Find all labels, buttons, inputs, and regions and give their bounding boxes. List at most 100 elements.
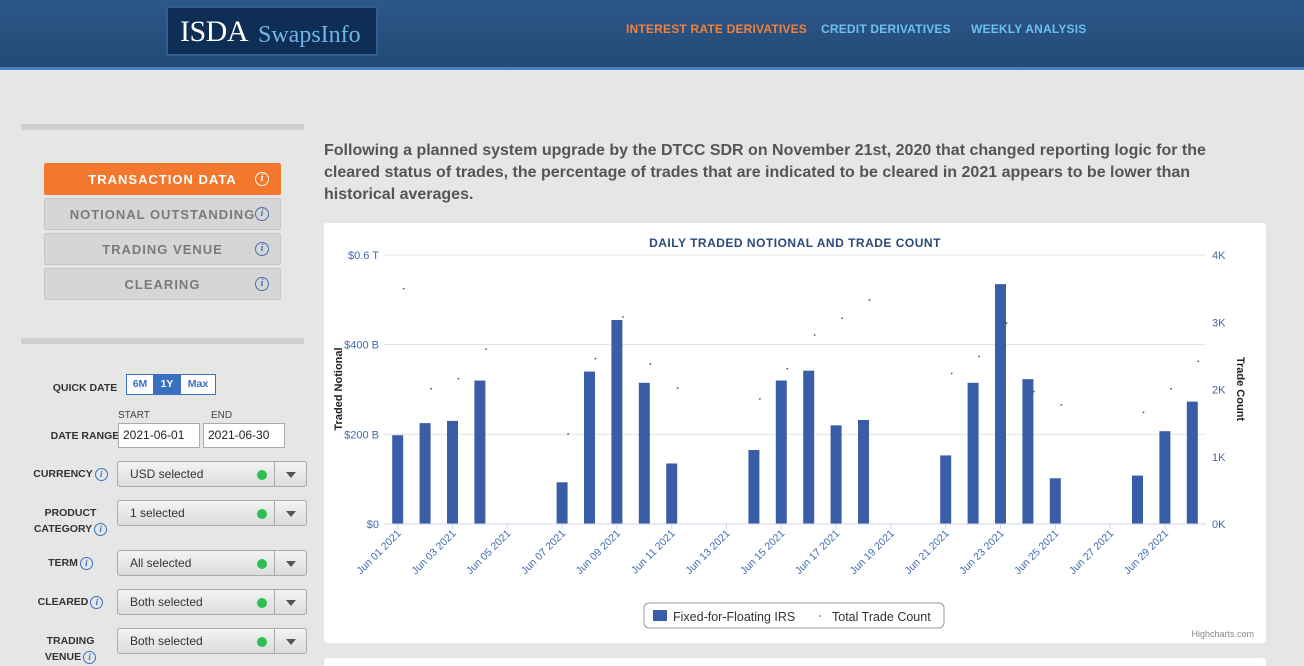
point-trade-count[interactable]	[1142, 411, 1145, 414]
nav-weekly-analysis[interactable]: WEEKLY ANALYSIS	[971, 22, 1087, 36]
bar-irs[interactable]	[1186, 401, 1198, 524]
end-date-input[interactable]: 2021-06-30	[203, 423, 285, 448]
quick-date-1y[interactable]: 1Y	[153, 374, 181, 395]
point-trade-count[interactable]	[594, 357, 597, 360]
chevron-down-icon[interactable]	[274, 462, 306, 486]
bar-irs[interactable]	[830, 425, 842, 524]
bar-irs[interactable]	[611, 320, 623, 524]
point-trade-count[interactable]	[457, 377, 460, 380]
cleared-label: CLEARED i	[24, 594, 117, 610]
term-dropdown[interactable]: All selected	[117, 550, 307, 576]
currency-label: CURRENCY i	[24, 466, 117, 482]
legend-label-trade-count[interactable]: Total Trade Count	[832, 610, 931, 624]
x-tick-label: Jun 19 2021	[848, 528, 897, 577]
bar-irs[interactable]	[775, 380, 787, 524]
point-trade-count[interactable]	[676, 387, 679, 390]
point-trade-count[interactable]	[430, 387, 432, 390]
legend-swatch-irs[interactable]	[653, 610, 667, 621]
bar-irs[interactable]	[584, 371, 595, 524]
chevron-down-icon[interactable]	[274, 551, 306, 575]
point-trade-count[interactable]	[1005, 322, 1008, 324]
point-trade-count[interactable]	[567, 432, 569, 435]
bar-irs[interactable]	[803, 370, 815, 524]
sidebar-button-transaction-data[interactable]: TRANSACTION DATA i	[44, 163, 281, 195]
point-trade-count[interactable]	[786, 367, 789, 370]
bar-irs[interactable]	[447, 420, 458, 524]
y-tick-label: $400 B	[344, 340, 379, 352]
sidebar-button-clearing[interactable]: CLEARING i	[44, 268, 281, 300]
info-icon[interactable]: i	[255, 277, 269, 291]
bar-irs[interactable]	[556, 482, 568, 524]
bar-irs[interactable]	[940, 455, 952, 524]
highcharts-credit[interactable]: Highcharts.com	[1191, 629, 1254, 639]
point-trade-count[interactable]	[622, 315, 624, 318]
quick-date-6m[interactable]: 6M	[126, 374, 154, 395]
point-trade-count[interactable]	[1197, 360, 1200, 363]
bar-irs[interactable]	[474, 380, 486, 524]
isda-swapsinfo-logo[interactable]: ISDA SwapsInfo	[166, 6, 378, 56]
logo-isda-text: ISDA	[180, 15, 249, 48]
sidebar-button-label: CLEARING	[124, 277, 201, 292]
chevron-down-icon[interactable]	[274, 501, 306, 525]
info-icon[interactable]: i	[79, 556, 93, 570]
currency-dropdown[interactable]: USD selected	[117, 461, 307, 487]
info-icon[interactable]: i	[94, 522, 108, 536]
info-icon[interactable]: i	[83, 650, 97, 664]
info-icon[interactable]: i	[255, 242, 269, 256]
nav-credit-derivatives[interactable]: CREDIT DERIVATIVES	[821, 22, 951, 36]
intro-text: Following a planned system upgrade by th…	[324, 142, 1206, 203]
quick-date-label: QUICK DATE	[52, 382, 118, 394]
start-date-input[interactable]: 2021-06-01	[118, 423, 200, 448]
trading-venue-dropdown[interactable]: Both selected	[117, 628, 307, 654]
bar-irs[interactable]	[1049, 478, 1061, 524]
status-dot	[257, 470, 267, 480]
y2-tick-label: 3K	[1212, 317, 1226, 329]
bar-irs[interactable]	[1022, 379, 1034, 524]
bar-irs[interactable]	[748, 450, 760, 524]
y2-tick-label: 2K	[1212, 385, 1226, 397]
bar-irs[interactable]	[392, 435, 404, 524]
cleared-dropdown[interactable]: Both selected	[117, 589, 307, 615]
nav-interest-rate-derivatives[interactable]: INTEREST RATE DERIVATIVES	[626, 22, 808, 36]
next-chart-card	[324, 658, 1266, 666]
sidebar-button-notional-outstanding[interactable]: NOTIONAL OUTSTANDING i	[44, 198, 281, 230]
point-trade-count[interactable]	[649, 363, 652, 365]
bar-irs[interactable]	[638, 382, 650, 524]
end-label: END	[211, 410, 233, 421]
point-trade-count[interactable]	[841, 317, 843, 320]
x-tick-label: Jun 25 2021	[1012, 528, 1061, 577]
sidebar-button-label: NOTIONAL OUTSTANDING	[69, 207, 256, 222]
bar-irs[interactable]	[995, 284, 1006, 524]
info-icon[interactable]: i	[94, 467, 108, 481]
legend-swatch-trade-count[interactable]	[819, 615, 821, 617]
bar-irs[interactable]	[1132, 475, 1143, 524]
legend-label-irs[interactable]: Fixed-for-Floating IRS	[673, 610, 795, 624]
bar-irs[interactable]	[419, 423, 431, 524]
bar-irs[interactable]	[666, 463, 678, 524]
product-category-dropdown[interactable]: 1 selected	[117, 500, 307, 526]
point-trade-count[interactable]	[1060, 404, 1063, 406]
point-trade-count[interactable]	[868, 299, 871, 301]
x-tick-label: Jun 01 2021	[354, 528, 403, 577]
point-trade-count[interactable]	[813, 334, 816, 336]
y2-tick-label: 1K	[1212, 452, 1226, 464]
info-icon[interactable]: i	[255, 207, 269, 221]
point-trade-count[interactable]	[950, 372, 953, 375]
date-range-label: DATE RANGE	[50, 430, 120, 442]
point-trade-count[interactable]	[1170, 387, 1172, 390]
point-trade-count[interactable]	[1033, 390, 1035, 393]
info-icon[interactable]: i	[90, 595, 104, 609]
point-trade-count[interactable]	[978, 355, 980, 358]
chevron-down-icon[interactable]	[274, 590, 306, 614]
info-icon[interactable]: i	[255, 172, 269, 186]
bar-irs[interactable]	[858, 419, 869, 524]
chevron-down-icon[interactable]	[274, 629, 306, 653]
point-trade-count[interactable]	[402, 287, 405, 290]
sidebar-button-trading-venue[interactable]: TRADING VENUE i	[44, 233, 281, 265]
x-tick-label: Jun 07 2021	[519, 528, 568, 577]
point-trade-count[interactable]	[485, 348, 487, 351]
bar-irs[interactable]	[967, 382, 979, 524]
bar-irs[interactable]	[1159, 431, 1171, 524]
quick-date-max[interactable]: Max	[180, 374, 216, 395]
point-trade-count[interactable]	[759, 398, 761, 400]
